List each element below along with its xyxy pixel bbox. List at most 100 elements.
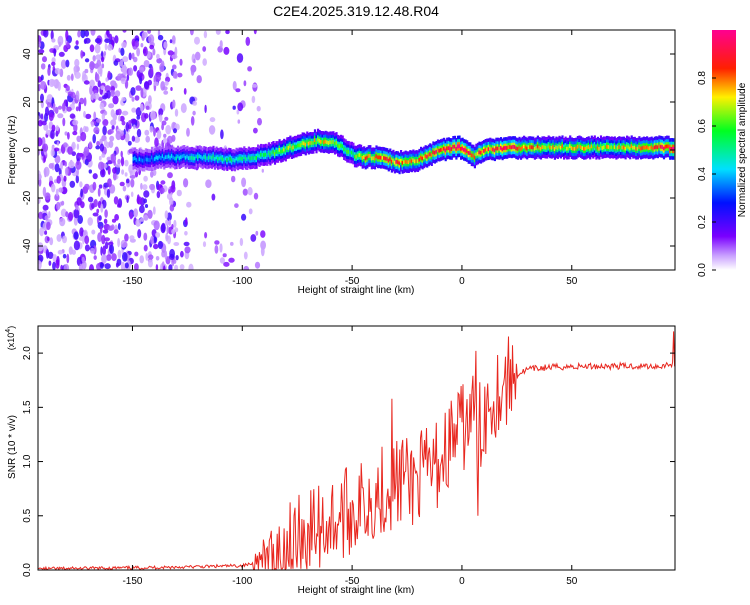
spectrogram-noise-cell xyxy=(253,192,259,200)
spectrogram-noise-cell xyxy=(115,262,119,268)
spectrogram-ridge-cell xyxy=(327,141,330,145)
spectrogram-ridge-cell xyxy=(535,146,538,150)
spectrogram-noise-cell xyxy=(106,30,110,38)
spectrogram-ridge-cell xyxy=(404,159,407,164)
spectrogram-ridge-cell xyxy=(606,144,609,149)
spectrogram-noise-cell xyxy=(203,30,208,39)
spectrogram-ridge-cell xyxy=(589,146,592,151)
spectrogram-ridge-cell xyxy=(144,157,147,161)
spectrogram-noise-cell xyxy=(63,263,70,270)
spectrogram-noise-cell xyxy=(136,47,141,57)
colorbar-tick-label: 0.6 xyxy=(697,119,708,133)
spectrogram-noise-cell xyxy=(117,203,121,208)
spectrogram-noise-cell xyxy=(150,170,154,178)
spectrogram-noise-cell xyxy=(112,171,117,181)
spectrogram-noise-cell xyxy=(94,38,102,44)
spectrogram-noise-cell xyxy=(133,124,136,130)
spectrogram-noise-cell xyxy=(96,140,100,147)
spectrogram-noise-cell xyxy=(188,263,194,270)
spectrogram-noise-cell xyxy=(99,102,105,110)
spectrogram-ridge-cell xyxy=(666,144,669,149)
snr-y-tick-label: 0.5 xyxy=(22,508,33,522)
spectrogram-noise-cell xyxy=(38,197,41,205)
spectrogram-noise-cell xyxy=(38,83,41,92)
spectrogram-noise-cell xyxy=(40,74,44,81)
spectrogram-ridge-cell xyxy=(615,146,618,151)
spectrogram-ridge-cell xyxy=(309,140,312,145)
spectrogram-ridge-cell xyxy=(536,144,539,149)
spectrogram-noise-cell xyxy=(130,87,136,96)
spectrogram-noise-cell xyxy=(42,204,49,211)
spectrogram-noise-cell xyxy=(50,148,55,157)
spectrogram-noise-cell xyxy=(186,127,190,137)
spectrogram-ridge-cell xyxy=(140,157,143,162)
spectrogram-noise-cell xyxy=(135,107,142,117)
spectrogram-noise-cell xyxy=(120,77,126,85)
spectrogram-ridge-cell xyxy=(226,158,229,162)
spectrogram-ridge-cell xyxy=(213,157,217,161)
spectrogram-noise-cell xyxy=(50,129,55,140)
spectrogram-ridge-cell xyxy=(387,158,390,163)
snr-frame xyxy=(37,325,676,571)
spectrogram-ridge-cell xyxy=(175,156,178,161)
spectrogram-noise-cell xyxy=(72,131,78,136)
spectrogram-ridge-cell xyxy=(312,141,315,145)
spectrogram-noise-cell xyxy=(54,106,59,114)
spectrogram-ridge-cell xyxy=(195,154,198,159)
spectrogram-ridge-cell xyxy=(194,156,197,161)
spectrogram-ridge-cell xyxy=(338,144,341,149)
spectrogram-noise-cell xyxy=(133,208,138,218)
spectrogram-noise-cell xyxy=(254,261,261,269)
spectrogram-noise-cell xyxy=(94,73,100,83)
spectrogram-ridge-cell xyxy=(183,153,186,158)
spectrogram-noise-cell xyxy=(63,175,67,182)
spectrogram-noise-cell xyxy=(135,219,141,227)
spectrogram-noise-cell xyxy=(120,261,126,270)
spectrogram-ridge-cell xyxy=(373,156,377,161)
spectrogram-ridge-cell xyxy=(278,148,281,152)
spectrogram-noise-cell xyxy=(43,155,46,163)
spectrogram-noise-cell xyxy=(47,101,51,108)
spectrogram-noise-cell xyxy=(153,220,160,231)
spectrogram-ridge-cell xyxy=(418,157,421,162)
spectrogram-ridge-cell xyxy=(518,145,521,150)
spectrogram-noise-cell xyxy=(95,118,102,123)
spectrogram-noise-cell xyxy=(110,119,117,126)
spectrogram-ridge-cell xyxy=(255,156,258,160)
spectrogram-noise-cell xyxy=(59,217,66,227)
spectrogram-noise-cell xyxy=(106,254,112,261)
spectrogram-noise-cell xyxy=(101,153,106,158)
spectrogram-noise-cell xyxy=(163,90,169,95)
spectrogram-ridge-cell xyxy=(403,160,406,165)
spectrogram-ridge-cell xyxy=(487,147,490,152)
spectrogram-ridge-cell xyxy=(516,147,519,151)
spectrogram-x-tick-label: -50 xyxy=(345,276,360,287)
spectrogram-noise-cell xyxy=(104,263,111,270)
snr-x-tick-label: 50 xyxy=(566,576,578,587)
spectrogram-noise-cell xyxy=(260,246,265,257)
spectrogram-ridge-cell xyxy=(553,147,556,151)
spectrogram-noise-cell xyxy=(131,38,136,47)
spectrogram-noise-cell xyxy=(228,257,235,263)
spectrogram-noise-cell xyxy=(236,109,240,115)
spectrogram-noise-cell xyxy=(155,74,161,82)
spectrogram-ridge-cell xyxy=(424,154,427,158)
spectrogram-noise-cell xyxy=(172,259,177,264)
spectrogram-noise-cell xyxy=(184,231,188,236)
spectrogram-noise-cell xyxy=(92,181,97,191)
spectrogram-ridge-cell xyxy=(423,155,426,160)
spectrogram-noise-cell xyxy=(239,237,244,247)
spectrogram-x-tick-label: 50 xyxy=(566,276,578,287)
spectrogram-ridge-cell xyxy=(189,156,192,160)
spectrogram-ridge-cell xyxy=(352,151,355,156)
spectrogram-ridge-cell xyxy=(519,147,523,151)
spectrogram-ridge-cell xyxy=(198,154,201,158)
spectrogram-ridge-cell xyxy=(157,156,160,160)
spectrogram-ridge-cell xyxy=(619,145,623,150)
spectrogram-ridge-cell xyxy=(513,145,516,149)
spectrogram-noise-cell xyxy=(205,179,212,188)
spectrogram-ridge-cell xyxy=(337,143,340,148)
spectrogram-noise-cell xyxy=(102,119,109,126)
spectrogram-noise-cell xyxy=(83,80,90,85)
spectrogram-noise-cell xyxy=(40,63,46,70)
